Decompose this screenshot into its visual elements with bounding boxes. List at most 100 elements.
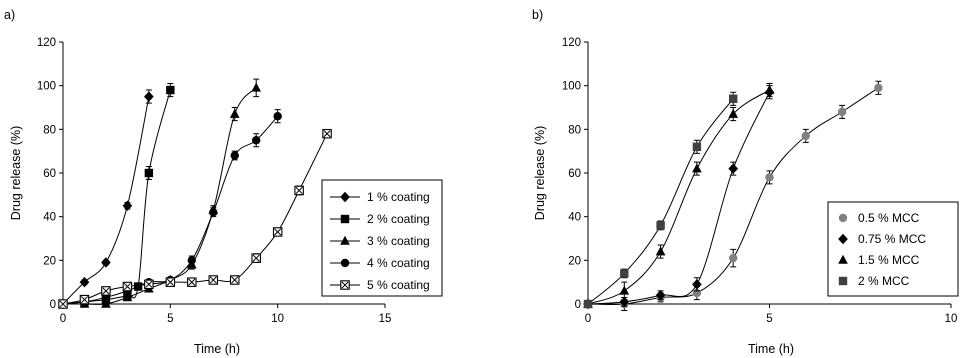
panel-b-series-1-5-mcc-legend-marker bbox=[838, 254, 848, 264]
panel-b-series-2-mcc-point-3 bbox=[692, 142, 702, 151]
panel-b-series-1-5-mcc bbox=[583, 82, 775, 308]
panel-a-series-4-coating-point-7 bbox=[209, 208, 218, 217]
panel-b-series-0-75-mcc-point-2 bbox=[655, 290, 666, 301]
panel-b-series-1-5-mcc-point-4 bbox=[728, 108, 739, 118]
legend-entry-0-75-mcc: 0.75 % MCC bbox=[858, 232, 926, 246]
panel-b-series-2-mcc-legend-marker bbox=[838, 276, 848, 286]
panel-b-y-tick-label-20: 20 bbox=[568, 255, 581, 267]
panel-a-series-3-coating-point-9 bbox=[251, 82, 262, 92]
panel-a-series-5-coating-point-11-cross bbox=[295, 186, 303, 195]
panel-a-series-5-coating-point-3 bbox=[122, 281, 133, 292]
panel-a-series-1-coating-legend-swatch bbox=[330, 191, 360, 203]
panel-b-series-1-5-mcc-point-5 bbox=[764, 84, 775, 94]
panel-b-series-2-mcc-line bbox=[587, 98, 734, 305]
panel-b-series-1-5-mcc-legend-swatch bbox=[838, 254, 848, 264]
panel-a-y-tick-label-40: 40 bbox=[43, 212, 56, 224]
panel-b-y-tick-label-120: 120 bbox=[562, 37, 581, 49]
panel-a-series-1-coating-point-1 bbox=[79, 276, 90, 288]
panel-a-series-2-coating-legend-marker bbox=[340, 214, 350, 224]
panel-b-legend-box bbox=[827, 201, 959, 297]
panel-a-series-5-coating-point-3-cross bbox=[123, 282, 131, 291]
panel-a-series-5-coating-point-4-cross bbox=[145, 280, 153, 288]
panel-b-x-tick-label-10: 10 bbox=[945, 313, 958, 325]
panel-b-series-2-mcc-point-2 bbox=[656, 221, 665, 230]
panel-b-x-tick-label-0: 0 bbox=[585, 313, 591, 325]
panel-a-y-tick-label-100: 100 bbox=[37, 81, 56, 93]
legend-entry-0-5-mcc: 0.5 % MCC bbox=[858, 211, 920, 225]
panel-a-series-5-coating-point-11 bbox=[294, 185, 304, 196]
panel-a-chart: a) Time (h) Drug release (%) 1 % coating… bbox=[4, 8, 443, 356]
panel-a-y-tick-label-20: 20 bbox=[43, 255, 56, 267]
panel-a-series-4-coating-point-6 bbox=[187, 256, 196, 265]
panel-a-series-2-coating-point-6 bbox=[166, 85, 175, 95]
panel-a-series-4-coating-legend-swatch bbox=[330, 258, 360, 268]
panel-a-series-5-coating-point-12 bbox=[322, 128, 332, 139]
panel-b-series-0-75-mcc-legend-marker bbox=[838, 233, 848, 245]
panel-b-series-0-5-mcc-legend-marker bbox=[838, 213, 848, 223]
legend-entry-1-coating: 1 % coating bbox=[367, 190, 430, 204]
panel-b-series-0-5-mcc-legend-swatch bbox=[838, 213, 848, 223]
panel-b-series-0-5-mcc-point-5 bbox=[765, 173, 774, 182]
panel-a-series-5-coating-point-2 bbox=[101, 286, 111, 296]
panel-b-series-1-5-mcc-point-1 bbox=[619, 285, 630, 295]
panel-b-series-0-5-mcc-point-4 bbox=[729, 253, 738, 263]
panel-a-x-tick-label-15: 15 bbox=[379, 313, 392, 325]
panel-a-series-5-coating-point-10-cross bbox=[274, 228, 282, 236]
panel-a-series-5-coating-point-1-cross bbox=[80, 296, 89, 304]
panel-a-series-5-coating bbox=[58, 128, 332, 309]
panel-b-series-0-75-mcc-point-3 bbox=[692, 279, 702, 290]
panel-a-series-5-coating-point-8-cross bbox=[231, 276, 239, 284]
panel-a-series-5-coating-point-6-cross bbox=[188, 278, 196, 286]
panel-a-series-5-coating-point-0-cross bbox=[59, 300, 67, 308]
panel-a-x-tick-label-10: 10 bbox=[271, 313, 284, 325]
panel-a-series-5-coating-point-6 bbox=[187, 277, 197, 287]
panel-b-series-0-75-mcc-line bbox=[587, 92, 770, 305]
panel-b-y-tick-label-100: 100 bbox=[562, 81, 581, 93]
panel-b-y-tick-label-60: 60 bbox=[568, 168, 581, 180]
panel-a-y-tick-label-60: 60 bbox=[43, 168, 56, 180]
panel-a-series-3-coating-point-3 bbox=[122, 292, 133, 302]
panel-b-series-0-75-mcc-point-4 bbox=[728, 163, 739, 174]
legend-entry-5-coating: 5 % coating bbox=[367, 278, 430, 292]
panel-a-y-tick-label-120: 120 bbox=[37, 37, 56, 49]
panel-a-series-5-coating-point-4 bbox=[144, 279, 154, 290]
panel-a-y-axis-title: Drug release (%) bbox=[9, 126, 23, 220]
panel-b-series-0-5-mcc-point-8 bbox=[874, 83, 883, 93]
legend-entry-2-coating: 2 % coating bbox=[367, 212, 430, 226]
panel-a-legend-box bbox=[321, 179, 443, 297]
panel-a-series-5-coating-point-8 bbox=[229, 275, 240, 285]
panel-a-series-5-coating-point-0 bbox=[58, 299, 68, 309]
panel-a-series-1-coating-point-3 bbox=[122, 200, 133, 211]
panel-b-y-axis-title: Drug release (%) bbox=[533, 126, 547, 220]
panel-a-legend: 1 % coating 2 % coating 3 % coating 4 % … bbox=[321, 179, 443, 297]
legend-entry-1-5-mcc: 1.5 % MCC bbox=[858, 253, 920, 267]
panel-b-chart: b) Time (h) Drug release (%) 0.5 % MCC 0… bbox=[532, 8, 959, 356]
panel-b-y-tick-label-40: 40 bbox=[568, 212, 581, 224]
panel-b-series-2-mcc-point-1 bbox=[620, 269, 629, 278]
panel-b-series-0-75-mcc-legend-swatch bbox=[838, 233, 848, 245]
panel-a-series-1-coating-point-4 bbox=[144, 91, 154, 102]
panel-b-series-0-75-mcc bbox=[583, 85, 775, 310]
panel-a-series-5-coating-point-9-cross bbox=[252, 254, 260, 262]
panel-a-series-4-coating-point-9 bbox=[252, 136, 261, 145]
panel-a-x-tick-label-0: 0 bbox=[60, 313, 66, 325]
panel-a-series-3-coating-point-2 bbox=[101, 298, 111, 308]
panel-a-series-5-coating-point-7 bbox=[208, 275, 219, 285]
panel-a-series-3-coating-legend-swatch bbox=[330, 235, 360, 245]
panel-a-series-2-coating-line bbox=[62, 89, 171, 305]
panel-a-series-5-coating-point-7-cross bbox=[209, 276, 217, 284]
panel-b-series-0-5-mcc-point-7 bbox=[837, 107, 847, 117]
panel-a-series-2-coating bbox=[58, 82, 175, 309]
panel-a-series-2-coating-point-5 bbox=[144, 168, 154, 178]
panel-a-x-axis-title: Time (h) bbox=[194, 342, 240, 356]
panel-a-series-5-coating-point-2-cross bbox=[102, 287, 110, 295]
panel-a-axes: 0 20 40 60 80 100 120 0 5 10 15 bbox=[37, 37, 392, 325]
panel-a-series-1-coating-legend-marker bbox=[340, 191, 350, 203]
legend-entry-4-coating: 4 % coating bbox=[367, 256, 430, 270]
panel-b-label: b) bbox=[532, 8, 543, 22]
panel-b-legend: 0.5 % MCC 0.75 % MCC 1.5 % MCC 2 % MCC bbox=[827, 201, 959, 297]
panel-a-x-tick-label-5: 5 bbox=[167, 313, 173, 325]
panel-b-series-1-5-mcc-point-3 bbox=[692, 163, 702, 173]
panel-a-series-5-coating-point-1 bbox=[79, 294, 90, 305]
